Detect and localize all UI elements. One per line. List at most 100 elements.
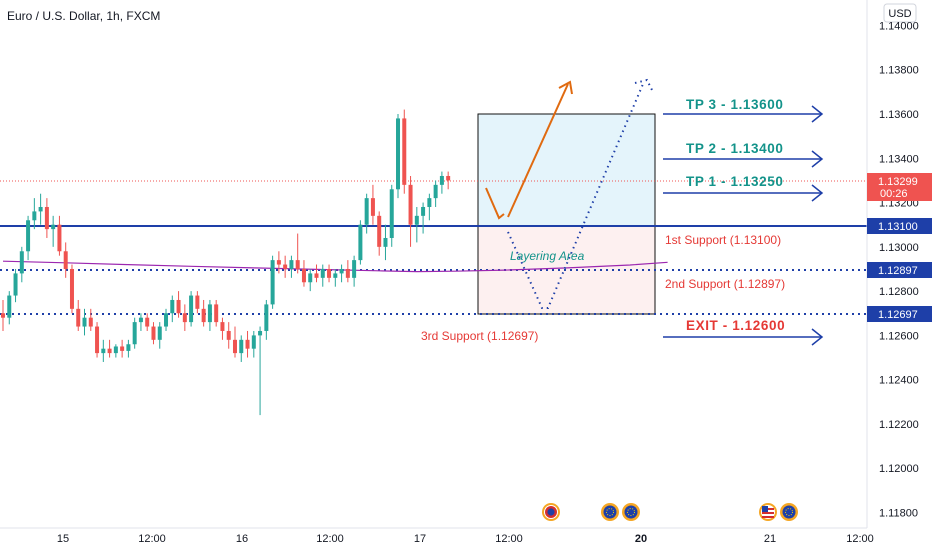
candle [138, 313, 143, 331]
candle [101, 339, 106, 362]
us-event-icon[interactable] [542, 503, 560, 521]
candle [396, 114, 401, 199]
candle [232, 326, 237, 358]
candle [226, 322, 231, 349]
candle [251, 330, 256, 358]
candle [245, 330, 250, 358]
current-price-value: 1.13299 [878, 176, 918, 188]
candle [339, 264, 344, 283]
bar-countdown: 00:26 [880, 188, 908, 200]
candle [88, 308, 93, 331]
price-tick-label: 1.13600 [879, 109, 919, 121]
candle [176, 291, 181, 318]
tp1-arrow [663, 184, 824, 202]
currency-badge[interactable] [883, 3, 917, 23]
time-label-1200-d: 12:00 [846, 533, 874, 545]
candle [220, 317, 225, 340]
orange-rally-line [507, 83, 569, 218]
candle [13, 268, 18, 303]
candle [32, 198, 37, 230]
candle [433, 180, 438, 207]
candle [308, 268, 313, 292]
candle [214, 299, 219, 327]
eu-event-icon-1[interactable] [601, 503, 619, 521]
price-tick-label: 1.12400 [879, 375, 919, 387]
candlestick-series [1, 109, 451, 416]
candle [370, 184, 375, 225]
support-1-label: 1st Support (1.13100) [665, 233, 781, 247]
exit-label: EXIT - 1.12600 [686, 318, 785, 333]
time-label-1200-b: 12:00 [316, 533, 344, 545]
candle [289, 255, 294, 278]
support-3-label: 3rd Support (1.12697) [421, 329, 538, 343]
tp1-label: TP 1 - 1.13250 [686, 174, 783, 189]
candle [107, 339, 112, 358]
time-label-1200-a: 12:00 [138, 533, 166, 545]
candle [95, 322, 100, 358]
candle [195, 291, 200, 314]
candle [264, 299, 269, 340]
time-label-17: 17 [414, 533, 426, 545]
candle [377, 211, 382, 256]
candle [276, 251, 281, 274]
price-tick-label: 1.12800 [879, 286, 919, 298]
price-tick-label: 1.13400 [879, 153, 919, 165]
candle [333, 268, 338, 287]
price-axis-ticks: 1.140001.138001.136001.134001.132001.130… [879, 20, 919, 519]
price-tick-label: 1.13000 [879, 242, 919, 254]
level-tag-2 [867, 262, 932, 278]
candle [51, 215, 56, 247]
candle [132, 317, 137, 349]
candle [446, 171, 451, 190]
candle [38, 193, 43, 225]
candle [26, 215, 31, 261]
eu-event-icon-2[interactable] [622, 503, 640, 521]
tp3-label: TP 3 - 1.13600 [686, 97, 783, 112]
candle [164, 308, 169, 331]
candle [207, 299, 212, 331]
time-label-21: 21 [764, 533, 776, 545]
level-tag-2-value: 1.12897 [878, 265, 918, 277]
price-tick-label: 1.12000 [879, 463, 919, 475]
candle [76, 299, 81, 331]
candle [44, 198, 49, 238]
current-price-tag [867, 173, 932, 201]
candle [345, 260, 350, 283]
tp2-label: TP 2 - 1.13400 [686, 141, 783, 156]
us-flag-event-icon[interactable] [759, 503, 777, 521]
candle [157, 322, 162, 349]
candle [327, 264, 332, 283]
candle [258, 326, 263, 416]
time-label-15: 15 [57, 533, 69, 545]
level-tag-3 [867, 306, 932, 322]
tp2-arrow [663, 150, 824, 168]
support-2-label: 2nd Support (1.12897) [665, 277, 785, 291]
orange-dip-arrow [485, 187, 505, 220]
candle [352, 255, 357, 287]
tp3-arrow [663, 105, 824, 123]
candle [151, 322, 156, 345]
candle [314, 264, 319, 283]
eu-event-icon-3[interactable] [780, 503, 798, 521]
candle [239, 335, 244, 362]
candle [145, 313, 150, 331]
candle [383, 224, 388, 261]
candle [320, 264, 325, 287]
level-tag-1 [867, 218, 932, 234]
candle [358, 220, 363, 265]
candle [182, 304, 187, 331]
candle [126, 339, 131, 358]
exit-arrow [663, 328, 824, 346]
candle [295, 233, 300, 274]
time-label-16: 16 [236, 533, 248, 545]
price-tick-label: 1.13800 [879, 65, 919, 77]
price-tick-label: 1.14000 [879, 20, 919, 32]
candle [69, 264, 74, 314]
candle [389, 184, 394, 247]
candle [439, 171, 444, 194]
time-label-20: 20 [635, 533, 647, 545]
candle [414, 206, 419, 243]
